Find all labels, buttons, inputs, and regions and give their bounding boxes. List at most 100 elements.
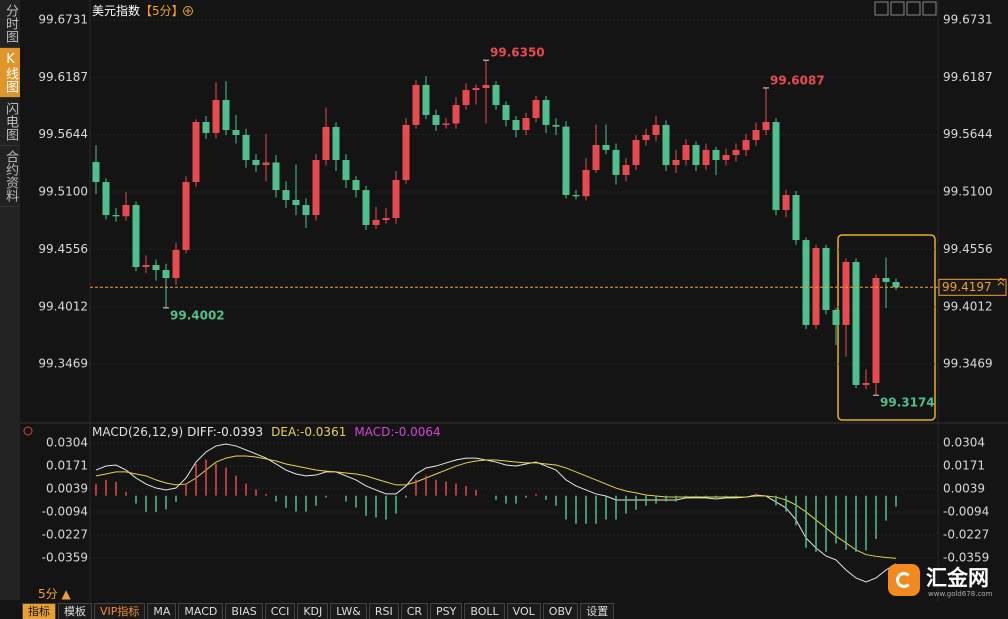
candle-body [172,249,180,279]
toolbar: 指标 模板 VIP指标 MA MACD BIAS CCI KDJ LW& RSI CR PSY BOLL… [22,603,616,619]
current-price-arrow [997,277,1005,286]
sidebar-tab[interactable]: 分时图 [0,0,20,48]
view-buttons [874,1,937,16]
toolbar-button[interactable]: RSI [368,603,399,619]
toolbar-button[interactable]: VOL [506,603,541,619]
y-tick-label-right: -0.0094 [943,504,989,518]
logo-url: www.gold678.com [928,590,993,598]
period-selector[interactable]: 5分 ▲ [38,587,71,601]
toolbar-button[interactable]: 指标 [22,603,56,619]
y-tick-label-right: 0.0304 [943,436,985,450]
candle-body [422,84,430,116]
sidebar-tab[interactable]: K线图 [0,48,20,98]
candle-body [312,159,320,216]
high-label: 99.6350 [490,46,545,60]
sidebar-tab[interactable]: 合约资料 [0,146,20,207]
y-tick-label-left: 99.4012 [38,299,88,313]
candle-body [812,247,820,325]
current-price-label: 99.4197 [942,280,992,294]
candle-body [672,159,680,166]
y-tick-label-right: 99.5100 [943,185,993,199]
toolbar-button[interactable]: 模板 [58,603,92,619]
logo: 汇金网 www.gold678.com [888,562,1006,602]
y-tick-label-right: 0.0039 [943,481,985,495]
logo-icon [888,564,920,596]
candle-body [532,99,540,118]
candle-body [722,155,730,160]
toolbar-button[interactable]: BIAS [225,603,263,619]
legend-macd: MACD:-0.0064 [354,425,440,439]
y-tick-label-right: 99.3469 [943,357,993,371]
candle-body [732,149,740,156]
zoom-button[interactable] [874,1,889,16]
prev-button[interactable] [890,1,905,16]
next-button[interactable] [906,1,921,16]
candle-body [632,140,640,166]
y-tick-label-left: -0.0227 [42,527,88,541]
y-tick-label-right: 99.6731 [943,13,993,27]
candle-body [872,278,880,383]
candle-body [662,124,670,166]
high-label: 99.6087 [770,73,825,87]
y-tick-label-left: 99.6187 [38,70,88,84]
candle-body [482,84,490,89]
candle-body [202,122,210,133]
toolbar-button[interactable]: VIP指标 [94,603,146,619]
candle-body [752,130,760,141]
candle-body [212,99,220,133]
candle-body [892,282,900,288]
candle-body [102,182,110,216]
toolbar-button[interactable]: CCI [264,603,296,619]
candle-body [852,261,860,385]
candle-body [292,199,300,206]
candle-body [862,382,870,385]
candle-body [542,99,550,125]
reset-button[interactable] [922,1,937,16]
candle-body [412,84,420,125]
low-label: 99.3174 [880,396,935,410]
candle-body [182,182,190,250]
toolbar-button[interactable]: KDJ [297,603,329,619]
sidebar-tab[interactable]: 闪电图 [0,98,20,146]
y-tick-label-right: 99.6187 [943,70,993,84]
toolbar-button[interactable]: BOLL [464,603,505,619]
toolbar-button[interactable]: MA [147,603,177,619]
candle-body [502,105,510,120]
candle-body [332,126,340,160]
y-tick-label-right: -0.0359 [943,550,989,564]
add-icon[interactable] [183,6,193,16]
candle-body [692,145,700,166]
y-tick-label-left: 0.0171 [46,459,88,473]
candle-body [222,99,230,131]
toolbar-button[interactable]: OBV [542,603,579,619]
candle-body [782,195,790,210]
candle-body [772,122,780,210]
sidebar: 分时图 K线图 闪电图 合约资料 [0,0,20,600]
toolbar-button[interactable]: LW& [330,603,367,619]
toolbar-button[interactable]: PSY [430,603,463,619]
y-tick-label-left: 99.3469 [38,357,88,371]
candle-body [272,162,280,191]
candle-body [492,84,500,106]
candle-body [242,134,250,160]
candle-body [472,88,480,91]
toolbar-button[interactable]: 设置 [580,603,615,619]
candle-body [162,270,170,279]
toolbar-button[interactable]: CR [400,603,429,619]
legend-dea: DEA:-0.0361 [271,425,346,439]
title: 美元指数 [92,3,140,18]
candle-body [372,220,380,225]
candle-body [442,123,450,125]
candle-body [432,115,440,125]
candle-body [342,159,350,181]
candle-body [882,278,890,283]
candle-body [712,149,720,160]
candle-body [302,205,310,216]
toolbar-button[interactable]: MACD [178,603,224,619]
candle-body [462,90,470,106]
y-tick-label-right: -0.0227 [943,527,989,541]
indicator-icon[interactable] [23,426,33,436]
candle-body [612,149,620,175]
candle-body [322,126,330,160]
candle-body [822,247,830,310]
